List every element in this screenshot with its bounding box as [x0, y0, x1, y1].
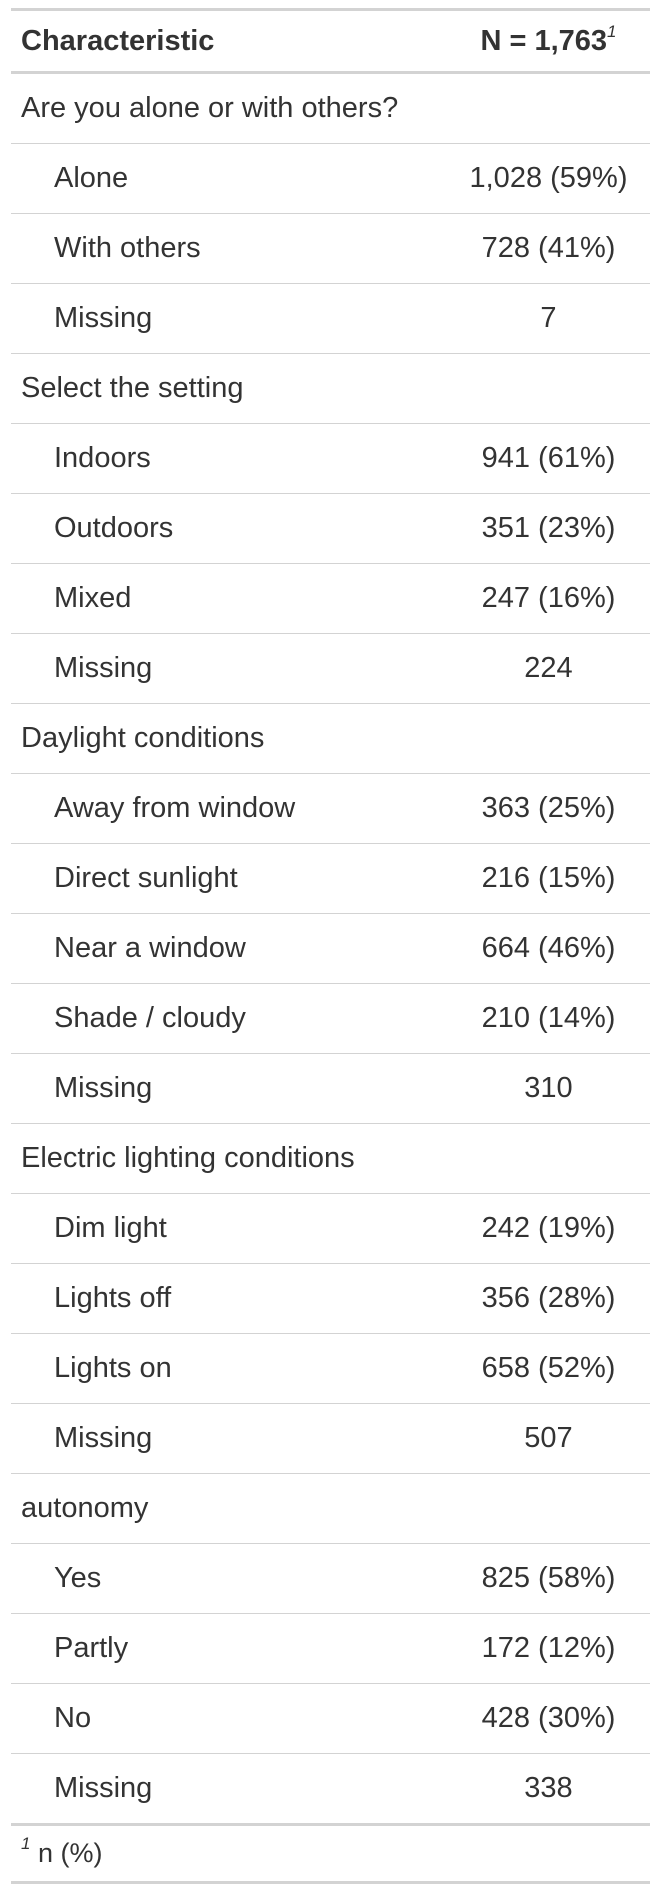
row-label: Away from window — [11, 773, 447, 844]
header-row: Characteristic N = 1,7631 — [11, 9, 650, 73]
group-row: Daylight conditions — [11, 703, 650, 774]
footnote-marker: 1 — [607, 21, 617, 41]
row-label: Missing — [11, 1403, 447, 1474]
row-label: Mixed — [11, 563, 447, 634]
table-row: Missing 7 — [11, 283, 650, 354]
row-value: 728 (41%) — [447, 213, 650, 284]
table-row: Shade / cloudy 210 (14%) — [11, 983, 650, 1054]
row-label: No — [11, 1683, 447, 1754]
table-row: Away from window 363 (25%) — [11, 773, 650, 844]
row-label: Missing — [11, 1753, 447, 1825]
row-label: Lights on — [11, 1333, 447, 1404]
row-label: Outdoors — [11, 493, 447, 564]
row-label: Shade / cloudy — [11, 983, 447, 1054]
row-value: 338 — [447, 1753, 650, 1825]
row-label: Missing — [11, 283, 447, 354]
table-header: Characteristic N = 1,7631 — [11, 9, 650, 73]
row-label: Alone — [11, 143, 447, 214]
row-value: 664 (46%) — [447, 913, 650, 984]
table-body: Are you alone or with others? Alone 1,028 … — [11, 72, 650, 1825]
group-value — [447, 703, 650, 774]
footnote-mark: 1 — [21, 1834, 31, 1853]
group-label: Daylight conditions — [11, 703, 447, 774]
column-header-n-label: N = 1,763 — [480, 24, 608, 57]
row-value: 825 (58%) — [447, 1543, 650, 1614]
row-value: 7 — [447, 283, 650, 354]
row-value: 1,028 (59%) — [447, 143, 650, 214]
table-row: Missing 507 — [11, 1403, 650, 1474]
row-value: 351 (23%) — [447, 493, 650, 564]
row-label: Missing — [11, 633, 447, 704]
row-label: Partly — [11, 1613, 447, 1684]
row-label: Direct sunlight — [11, 843, 447, 914]
row-label: With others — [11, 213, 447, 284]
row-value: 428 (30%) — [447, 1683, 650, 1754]
table-row: Missing 310 — [11, 1053, 650, 1124]
column-header-n: N = 1,7631 — [447, 10, 650, 73]
group-value — [447, 1473, 650, 1544]
group-value — [447, 72, 650, 144]
row-value: 247 (16%) — [447, 563, 650, 634]
group-label: autonomy — [11, 1473, 447, 1544]
table-row: Dim light 242 (19%) — [11, 1193, 650, 1264]
row-value: 310 — [447, 1053, 650, 1124]
row-value: 172 (12%) — [447, 1613, 650, 1684]
summary-table: Characteristic N = 1,7631 Are you alone … — [11, 8, 650, 1884]
row-value: 242 (19%) — [447, 1193, 650, 1264]
table-row: No 428 (30%) — [11, 1683, 650, 1754]
group-row: Electric lighting conditions — [11, 1123, 650, 1194]
row-value: 941 (61%) — [447, 423, 650, 494]
table-row: With others 728 (41%) — [11, 213, 650, 284]
row-label: Indoors — [11, 423, 447, 494]
row-label: Missing — [11, 1053, 447, 1124]
footnote: 1 n (%) — [11, 1825, 650, 1883]
group-row: Select the setting — [11, 353, 650, 424]
row-value: 658 (52%) — [447, 1333, 650, 1404]
table-row: Lights on 658 (52%) — [11, 1333, 650, 1404]
table-row: Partly 172 (12%) — [11, 1613, 650, 1684]
table-row: Alone 1,028 (59%) — [11, 143, 650, 214]
column-header-characteristic-label: Characteristic — [21, 24, 215, 57]
group-row: Are you alone or with others? — [11, 72, 650, 144]
row-value: 224 — [447, 633, 650, 704]
row-value: 356 (28%) — [447, 1263, 650, 1334]
row-value: 363 (25%) — [447, 773, 650, 844]
group-value — [447, 353, 650, 424]
table-row: Indoors 941 (61%) — [11, 423, 650, 494]
column-header-characteristic: Characteristic — [11, 10, 447, 73]
summary-table-container: Characteristic N = 1,7631 Are you alone … — [11, 8, 650, 1884]
table-footer: 1 n (%) — [11, 1824, 650, 1883]
group-row: autonomy — [11, 1473, 650, 1544]
group-value — [447, 1123, 650, 1194]
table-row: Mixed 247 (16%) — [11, 563, 650, 634]
group-label: Select the setting — [11, 353, 447, 424]
row-value: 216 (15%) — [447, 843, 650, 914]
table-row: Near a window 664 (46%) — [11, 913, 650, 984]
row-value: 210 (14%) — [447, 983, 650, 1054]
table-row: Yes 825 (58%) — [11, 1543, 650, 1614]
table-row: Missing 224 — [11, 633, 650, 704]
footnote-text: n (%) — [37, 1838, 103, 1868]
table-row: Lights off 356 (28%) — [11, 1263, 650, 1334]
row-label: Dim light — [11, 1193, 447, 1264]
footnote-row: 1 n (%) — [11, 1824, 650, 1883]
row-value: 507 — [447, 1403, 650, 1474]
table-row: Direct sunlight 216 (15%) — [11, 843, 650, 914]
row-label: Near a window — [11, 913, 447, 984]
row-label: Lights off — [11, 1263, 447, 1334]
group-label: Are you alone or with others? — [11, 72, 447, 144]
group-label: Electric lighting conditions — [11, 1123, 447, 1194]
table-row: Outdoors 351 (23%) — [11, 493, 650, 564]
table-row: Missing 338 — [11, 1753, 650, 1825]
row-label: Yes — [11, 1543, 447, 1614]
